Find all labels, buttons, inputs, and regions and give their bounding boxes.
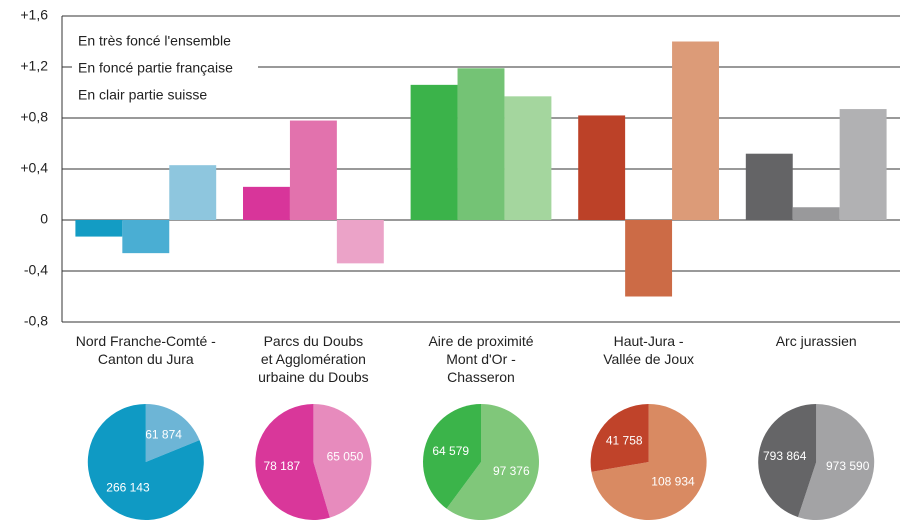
y-tick-label: +1,6 — [20, 7, 48, 23]
bar — [745, 153, 793, 220]
bar — [289, 120, 337, 220]
legend-label: En clair partie suisse — [78, 87, 207, 103]
x-tick-label: Haut-Jura - Vallée de Joux — [603, 333, 694, 367]
pie-slice — [758, 404, 817, 518]
bar — [625, 220, 673, 297]
legend-label: En très foncé l'ensemble — [78, 33, 231, 49]
pie-slice — [590, 404, 649, 472]
pie-label: 64 579 — [432, 444, 469, 458]
legend-bg — [72, 58, 258, 80]
bar — [243, 186, 290, 220]
legend-label: En foncé partie française — [78, 60, 233, 76]
bar — [504, 96, 552, 220]
y-tick-label: +0,4 — [20, 160, 48, 176]
bar — [578, 115, 626, 220]
pie-slice — [313, 404, 372, 518]
y-tick-label: -0,4 — [24, 262, 48, 278]
bar — [457, 68, 505, 221]
bar — [672, 41, 719, 220]
pie-label: 78 187 — [263, 459, 300, 473]
y-tick-label: +1,2 — [20, 58, 48, 74]
bar — [839, 109, 887, 220]
pie-slice — [797, 404, 875, 520]
pie-slice — [145, 404, 200, 462]
y-tick-label: 0 — [40, 211, 48, 227]
pie-slice — [422, 404, 481, 509]
legend-bg — [72, 85, 258, 107]
x-tick-label: Nord Franche-Comté - Canton du Jura — [75, 333, 216, 367]
pie-label: 61 874 — [145, 428, 182, 442]
pie-slice — [87, 404, 204, 520]
pie-label: 41 758 — [606, 434, 643, 448]
pie-label: 65 050 — [327, 450, 364, 464]
bar — [169, 165, 217, 220]
pie-label: 108 934 — [651, 475, 695, 489]
bar — [122, 220, 170, 254]
y-tick-label: +0,8 — [20, 109, 48, 125]
pie-label: 266 143 — [106, 481, 150, 495]
bar — [410, 84, 458, 220]
pie-label: 973 590 — [826, 459, 870, 473]
x-tick-label: Parcs du Doubs et Agglomération urbaine … — [258, 333, 369, 385]
y-tick-label: -0,8 — [24, 313, 48, 329]
pie-slice — [255, 404, 330, 520]
pie-label: 97 376 — [493, 464, 530, 478]
legend-bg — [72, 31, 258, 53]
bar — [75, 220, 123, 237]
x-tick-label: Aire de proximité Mont d'Or - Chasseron — [428, 333, 534, 385]
x-tick-label: Arc jurassien — [775, 333, 857, 349]
bar — [336, 220, 384, 264]
bar — [792, 207, 840, 220]
pie-label: 793 864 — [763, 449, 807, 463]
pie-slice — [591, 404, 707, 520]
pie-slice — [446, 404, 539, 520]
